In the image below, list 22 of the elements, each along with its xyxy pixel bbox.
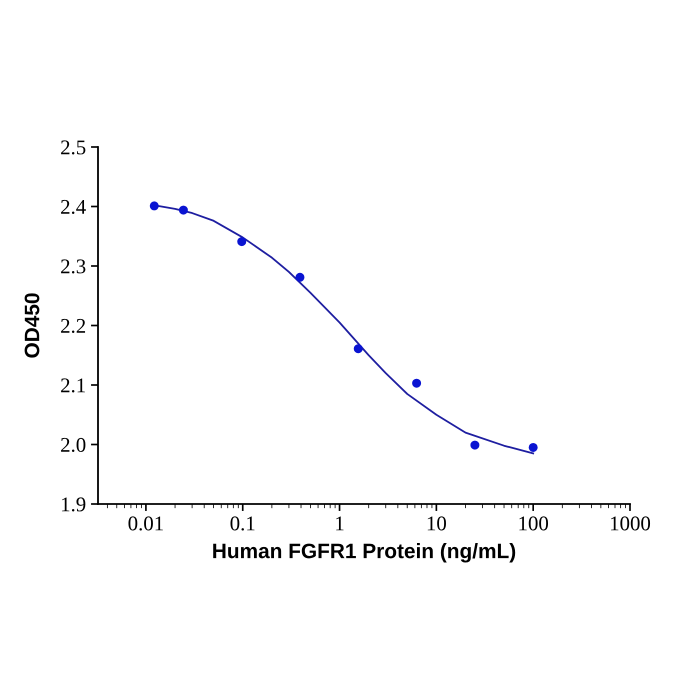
x-tick-label: 1000 <box>611 516 650 530</box>
y-tick-label: 2.0 <box>61 438 86 452</box>
y-tick-label: 2.2 <box>61 318 86 334</box>
y-axis-title: OD450 <box>24 293 40 358</box>
point <box>528 442 538 452</box>
y-tick-label: 1.9 <box>62 497 86 512</box>
x-tick-label: 1 <box>336 516 344 530</box>
point <box>295 272 304 282</box>
point <box>412 378 422 388</box>
point <box>354 344 363 354</box>
y-tick-label: 2.1 <box>61 378 85 393</box>
point <box>178 206 188 215</box>
y-tick-label: 2.5 <box>61 140 86 155</box>
point <box>237 237 246 246</box>
y-tick-label: 2.4 <box>61 200 86 214</box>
point <box>470 440 480 450</box>
x-tick-label: 10 <box>428 516 446 530</box>
x-tick-label: 0.1 <box>230 516 254 531</box>
x-axis-title: Human FGFR1 Protein (ng/mL) <box>213 543 516 563</box>
y-tick-label: 2.3 <box>61 259 86 274</box>
x-tick-label: 0.01 <box>128 516 163 531</box>
x-tick-label: 100 <box>519 516 548 530</box>
